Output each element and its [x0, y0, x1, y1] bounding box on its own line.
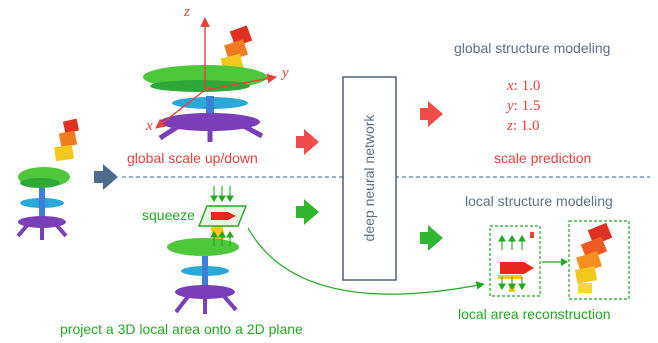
scale-to-network-arrow [296, 129, 319, 155]
deep-neural-network-box [342, 76, 397, 281]
squeeze-label: squeeze [142, 207, 195, 223]
scale-value-z: z: 1.0 [507, 118, 597, 138]
squeeze-to-network-arrow [296, 199, 319, 225]
scale-value-y: y: 1.5 [507, 98, 597, 118]
scale-axis-y: y [507, 98, 514, 114]
squeeze-plane [197, 186, 248, 246]
input-arrow [94, 164, 118, 190]
y-axis-label: y [282, 65, 289, 81]
z-axis-label: z [184, 4, 190, 20]
projection-curve-arrow [247, 227, 485, 295]
patch-to-reconstruction-arrow [542, 258, 568, 266]
scale-prediction-label: scale prediction [494, 150, 592, 166]
scale-values: x: 1.0 y: 1.5 z: 1.0 [507, 78, 597, 138]
scale-number-y: : 1.5 [513, 98, 541, 114]
projected-2d-patch [489, 225, 541, 297]
local-reconstruction-label: local area reconstruction [458, 306, 611, 322]
input-chair-point-cloud [16, 118, 80, 240]
scale-axis-x: x [507, 78, 514, 94]
scale-value-x: x: 1.0 [507, 78, 597, 98]
network-to-scale-arrow [420, 101, 443, 127]
global-scale-label: global scale up/down [127, 150, 258, 166]
scale-number-z: : 1.0 [512, 118, 540, 134]
network-label: deep neural network [361, 114, 377, 242]
x-axis-label: x [146, 118, 153, 134]
project-label: project a 3D local area onto a 2D plane [60, 321, 303, 337]
squeeze-chair-point-cloud [167, 224, 239, 314]
reconstructed-patch [568, 220, 630, 300]
scale-number-x: : 1.0 [513, 78, 541, 94]
network-to-reconstruction-arrow [420, 225, 443, 251]
scale-axis-z: z [507, 118, 513, 134]
coordinate-axes [155, 17, 277, 129]
global-structure-heading: global structure modeling [454, 40, 611, 56]
local-structure-heading: local structure modeling [465, 193, 613, 209]
